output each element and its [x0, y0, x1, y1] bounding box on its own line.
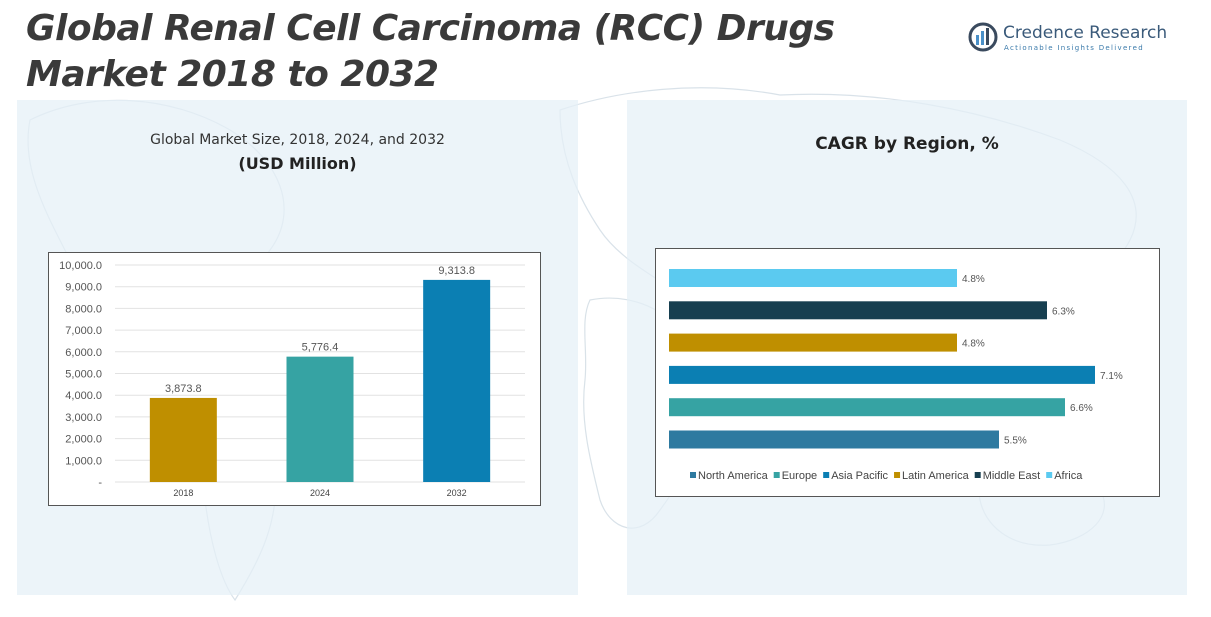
logo-tagline: Actionable Insights Delivered: [1004, 44, 1144, 52]
y-tick-label: 6,000.0: [65, 347, 102, 359]
legend-label: Latin America: [902, 470, 970, 482]
cagr-title: CAGR by Region, %: [815, 134, 999, 154]
y-tick-label: 10,000.0: [59, 260, 102, 272]
market-size-unit: (USD Million): [238, 154, 357, 173]
bar-middle-east: [669, 301, 1047, 320]
y-tick-label: 1,000.0: [65, 455, 102, 467]
y-tick-label: 8,000.0: [65, 303, 102, 315]
x-tick-label: 2032: [447, 488, 467, 498]
cagr-bar-chart: 5.5% 6.6% 7.1% 4.8% 6.3% 4.8% North America Eur…: [669, 269, 1123, 482]
y-tick-label: 2,000.0: [65, 434, 102, 446]
legend-swatch: [894, 472, 901, 478]
bar-value-label: 4.8%: [962, 274, 985, 285]
bar-value-label: 4.8%: [962, 339, 985, 350]
y-tick-label: 7,000.0: [65, 325, 102, 337]
bar-africa: [669, 269, 957, 287]
bar-2032: [423, 279, 491, 482]
y-tick-label: 9,000.0: [65, 282, 102, 294]
legend-swatch: [974, 472, 981, 478]
bar-value-label: 3,873.8: [165, 383, 202, 395]
bar-value-label: 5.5%: [1004, 436, 1027, 447]
bar-value-label: 9,313.8: [438, 265, 475, 277]
bar-value-label: 6.3%: [1052, 306, 1075, 317]
market-size-chart: - 1,000.0 2,000.0 3,000.0 4,000.0 5,000.0 6,00…: [48, 252, 541, 506]
x-tick-label: 2024: [310, 488, 330, 498]
bar-value-label: 7.1%: [1100, 371, 1123, 382]
legend-label: North America: [698, 470, 769, 482]
logo-name: Credence Research: [1003, 23, 1168, 43]
credence-logo: Credence Research Actionable Insights De…: [968, 22, 1168, 58]
legend-swatch: [690, 472, 696, 478]
bar-value-label: 6.6%: [1070, 403, 1093, 414]
legend-swatch: [773, 472, 780, 478]
page-title: Global Renal Cell Carcinoma (RCC) Drugs …: [26, 6, 835, 98]
y-tick-label: 3,000.0: [65, 412, 102, 424]
y-tick-label: 5,000.0: [65, 369, 102, 381]
bar-europe: [669, 398, 1065, 417]
bar-latin-america: [669, 333, 957, 352]
cagr-chart: 5.5% 6.6% 7.1% 4.8% 6.3% 4.8% North America Eur…: [655, 248, 1160, 497]
bar-north-america: [669, 430, 999, 449]
x-tick-label: 2018: [173, 488, 193, 498]
legend-swatch: [823, 472, 830, 478]
bar-2024: [286, 356, 354, 482]
title-line-1: Global Renal Cell Carcinoma (RCC) Drugs: [26, 8, 835, 49]
bar-2018: [149, 397, 217, 482]
title-line-2: Market 2018 to 2032: [26, 54, 439, 95]
legend-label: Asia Pacific: [831, 470, 888, 482]
market-size-bar-chart: - 1,000.0 2,000.0 3,000.0 4,000.0 5,000.0 6,00…: [59, 260, 525, 498]
bar-asia-pacific: [669, 365, 1095, 384]
credence-logo-icon: [968, 22, 998, 52]
legend-label: Africa: [1054, 470, 1083, 482]
market-size-title: Global Market Size, 2018, 2024, and 2032: [150, 132, 445, 148]
legend-swatch: [1046, 472, 1053, 478]
y-tick-label: 4,000.0: [65, 390, 102, 402]
y-tick-label: -: [98, 477, 102, 489]
legend-label: Middle East: [983, 470, 1040, 482]
legend-label: Europe: [782, 470, 817, 482]
bar-value-label: 5,776.4: [302, 342, 339, 354]
